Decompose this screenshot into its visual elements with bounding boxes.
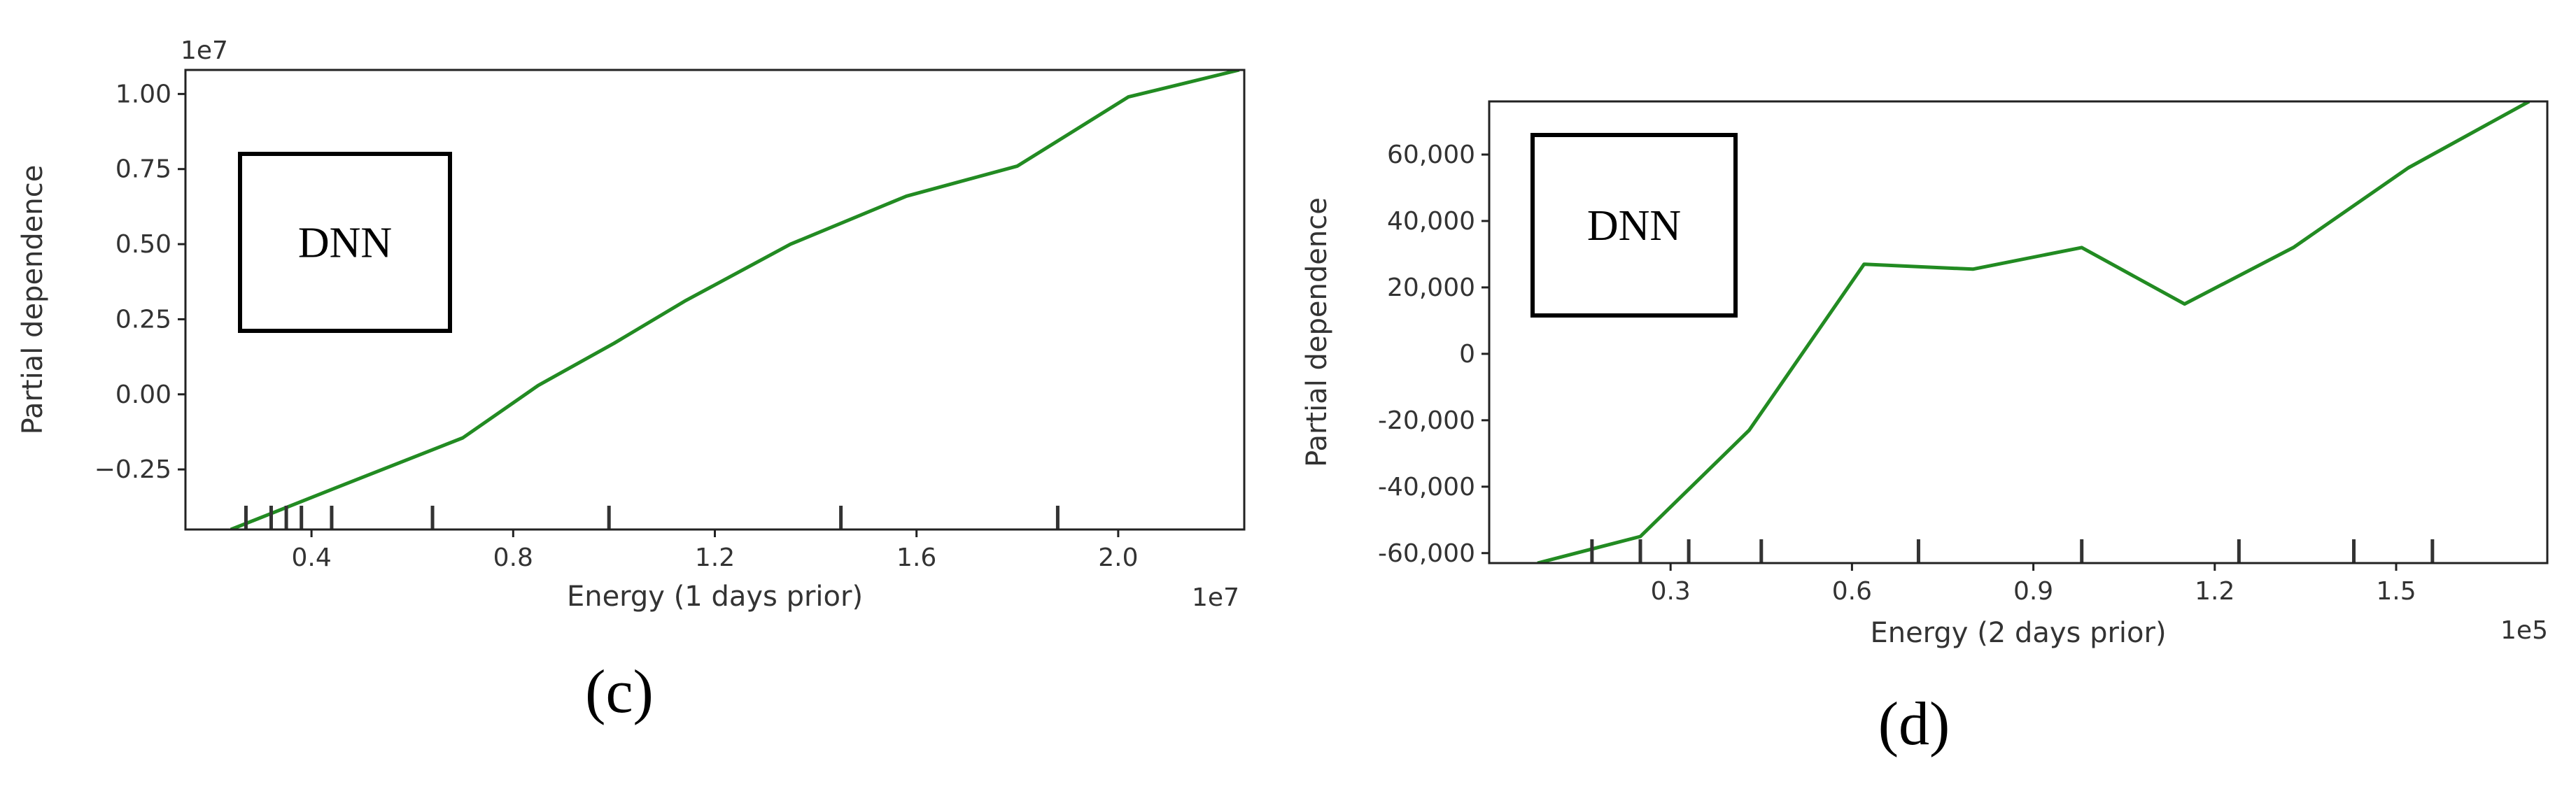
chart2-series-line-1: [1537, 101, 2531, 563]
chart1-panel-caption: (c): [585, 658, 654, 726]
chart1-y-tick-label-3: 0.25: [115, 305, 171, 334]
chart2-y-tick-label-6: 40,000: [1387, 207, 1475, 236]
chart2-panel-caption: (d): [1878, 690, 1950, 758]
chart2-annotation-label: DNN: [1587, 202, 1681, 250]
chart1-series-line-1: [230, 70, 1240, 529]
chart2-y-tick-label-1: -60,000: [1378, 539, 1475, 568]
chart1-annotation-box: [238, 152, 452, 333]
chart2-x-tick-label-2: 0.6: [1832, 577, 1872, 606]
chart2-x-multiplier: 1e5: [2500, 616, 2548, 645]
chart1-x-multiplier: 1e7: [1192, 583, 1239, 612]
chart2-y-axis-label: Partial dependence: [1301, 197, 1333, 467]
chart1-x-tick-label-3: 1.2: [695, 543, 735, 572]
chart1-y-multiplier: 1e7: [181, 36, 228, 65]
chart2-y-tick-label-7: 60,000: [1387, 141, 1475, 169]
chart2-y-tick-label-2: -40,000: [1378, 473, 1475, 502]
chart1-y-tick-label-6: 1.00: [115, 80, 171, 108]
chart2-x-tick-label-1: 0.3: [1651, 577, 1691, 606]
chart1-x-tick-label-4: 1.6: [896, 543, 936, 572]
chart1-y-axis-label: Partial dependence: [17, 165, 49, 435]
chart1-y-tick-label-4: 0.50: [115, 230, 171, 259]
chart2-y-tick-label-4: 0: [1459, 340, 1475, 369]
chart1-x-tick-label-1: 0.4: [291, 543, 331, 572]
chart2-x-tick-label-5: 1.5: [2376, 577, 2416, 606]
chart2-y-tick-label-5: 20,000: [1387, 273, 1475, 302]
chart2-x-axis-label: Energy (2 days prior): [1870, 617, 2166, 649]
chart2-axes-frame: [1488, 100, 2549, 564]
chart2-annotation-box: [1530, 133, 1738, 318]
chart1-x-axis-label: Energy (1 days prior): [567, 581, 863, 613]
chart1-annotation-label: DNN: [298, 220, 392, 267]
chart2-x-tick-label-3: 0.9: [2013, 577, 2053, 606]
chart1-x-tick-label-5: 2.0: [1098, 543, 1138, 572]
chart1-y-tick-label-1: −0.25: [94, 455, 171, 484]
chart1-x-tick-label-2: 0.8: [493, 543, 533, 572]
chart2-x-tick-label-4: 1.2: [2195, 577, 2234, 606]
chart1-y-tick-label-2: 0.00: [115, 381, 171, 409]
chart2-y-tick-label-3: -20,000: [1378, 406, 1475, 435]
chart1-y-tick-label-5: 0.75: [115, 155, 171, 184]
